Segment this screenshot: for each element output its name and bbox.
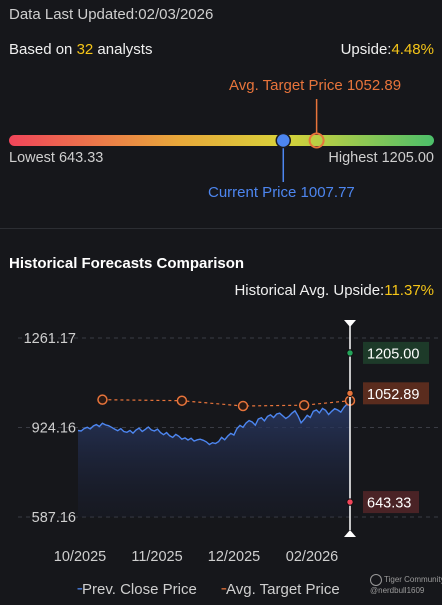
section-divider — [0, 228, 442, 229]
historical-avg-upside: Historical Avg. Upside:11.37% — [234, 282, 434, 299]
data-last-updated: Data Last Updated:02/03/2026 — [9, 6, 214, 23]
end-markers: 1205.00 1052.89 643.33 — [346, 341, 429, 514]
price-range-bar — [9, 135, 434, 146]
avg-target-price-label: Avg. Target Price 1052.89 — [229, 77, 402, 94]
upside-value: 4.48% — [391, 41, 434, 58]
end-marker-box — [363, 491, 419, 514]
highest-label: Highest 1205.00 — [328, 150, 434, 166]
tiger-logo-icon — [370, 574, 382, 586]
cursor-bottom-triangle-icon[interactable] — [344, 530, 356, 537]
lowest-label: Lowest 643.33 — [9, 150, 104, 166]
end-marker-dot — [346, 349, 354, 357]
end-marker-box — [363, 341, 429, 364]
legend-prev-close[interactable]: Prev. Close Price — [82, 581, 197, 598]
chart-legend: ╶Prev. Close Price ╶Avg. Target Price — [73, 580, 340, 598]
avg-target-line — [102, 399, 351, 407]
historical-avg-upside-value: 11.37% — [384, 282, 434, 299]
end-marker-dot — [346, 389, 354, 398]
prev-close-line — [77, 403, 351, 446]
avg-target-point — [298, 399, 310, 411]
avg-target-point — [237, 400, 249, 412]
x-tick-label: 02/2026 — [286, 549, 338, 565]
avg-target-point — [176, 395, 188, 406]
analyst-count-text: Based on 32 analysts — [9, 41, 153, 58]
legend-swatch-prev-close: ╶ — [73, 581, 83, 598]
x-axis-ticks: 10/2025 11/2025 12/2025 02/2026 — [54, 549, 338, 565]
legend-swatch-avg-target: ╶ — [216, 581, 226, 598]
cursor-top-triangle-icon[interactable] — [344, 320, 356, 327]
y-axis-ticks: 1261.17 924.16 587.16 — [24, 331, 76, 526]
historical-title: Historical Forecasts Comparison — [9, 255, 245, 272]
watermark: Tiger Community @nerdbull1609 — [370, 574, 442, 595]
x-tick-label: 11/2025 — [131, 549, 182, 565]
y-tick-label: 587.16 — [32, 510, 76, 526]
end-marker-dot — [346, 498, 354, 506]
end-marker-label: 1052.89 — [367, 387, 419, 403]
x-tick-label: 10/2025 — [54, 549, 106, 565]
analyst-count: 32 — [76, 41, 94, 58]
y-tick-label: 924.16 — [32, 421, 76, 437]
current-price-marker — [275, 132, 292, 149]
upside-text: Upside:4.48% — [340, 41, 434, 58]
end-marker-label: 1205.00 — [367, 346, 419, 362]
y-tick-label: 1261.17 — [24, 331, 76, 347]
current-price-label: Current Price 1007.77 — [208, 184, 355, 201]
avg-target-point — [97, 394, 108, 405]
avg-target-points — [97, 394, 356, 412]
legend-avg-target[interactable]: Avg. Target Price — [226, 581, 340, 598]
end-marker-label: 643.33 — [367, 496, 411, 512]
prev-close-area — [78, 404, 350, 517]
x-tick-label: 12/2025 — [208, 549, 260, 565]
avg-target-marker — [308, 132, 325, 149]
end-marker-box — [363, 382, 429, 405]
chart-cursor[interactable] — [344, 320, 356, 537]
